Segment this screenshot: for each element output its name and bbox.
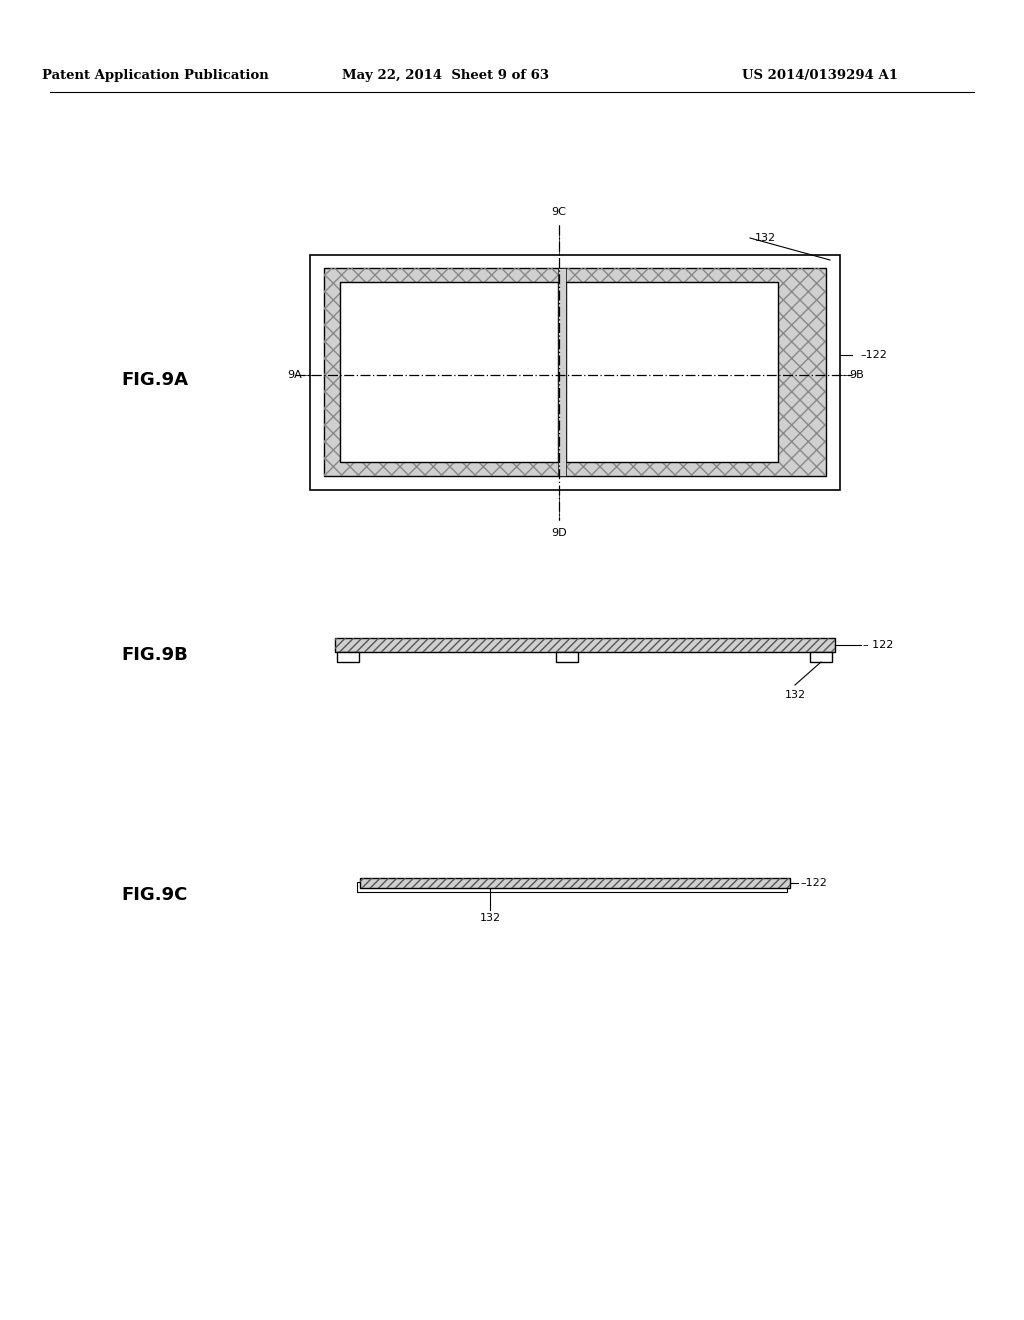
Text: 9C: 9C [552,207,566,216]
Bar [335,638,835,652]
Text: 132: 132 [479,913,501,923]
Bar [324,268,826,477]
Text: May 22, 2014  Sheet 9 of 63: May 22, 2014 Sheet 9 of 63 [341,69,549,82]
Text: US 2014/0139294 A1: US 2014/0139294 A1 [742,69,898,82]
Text: 9A: 9A [288,370,302,380]
Text: FIG.9C: FIG.9C [122,886,188,904]
Text: FIG.9A: FIG.9A [122,371,188,389]
Bar [810,652,831,663]
Bar [558,268,566,477]
Bar [556,652,578,663]
Text: 132: 132 [755,234,776,243]
Text: –122: –122 [860,350,887,360]
Text: 132: 132 [784,690,806,700]
Bar [335,638,835,652]
Bar [360,878,790,888]
Text: 9B: 9B [849,370,864,380]
Text: 9D: 9D [551,528,567,539]
Text: Patent Application Publication: Patent Application Publication [42,69,268,82]
Text: FIG.9B: FIG.9B [122,645,188,664]
Text: – 122: – 122 [863,640,893,649]
Text: –122: –122 [800,878,826,888]
Bar [360,878,790,888]
Bar [340,282,558,462]
Bar [337,652,359,663]
Bar [566,282,778,462]
Bar [310,255,840,490]
Bar [324,268,826,477]
Bar [357,882,787,892]
